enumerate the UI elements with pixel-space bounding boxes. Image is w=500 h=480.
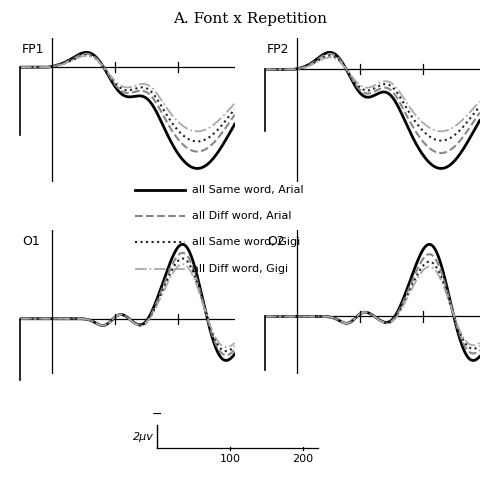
- Text: 200: 200: [292, 454, 314, 464]
- Text: FP2: FP2: [267, 43, 289, 56]
- Text: 100: 100: [220, 454, 240, 464]
- Text: FP1: FP1: [22, 43, 44, 56]
- Text: O2: O2: [267, 235, 285, 248]
- Text: 2μv: 2μv: [134, 432, 154, 442]
- Text: A. Font x Repetition: A. Font x Repetition: [173, 12, 327, 26]
- Text: −: −: [152, 408, 162, 420]
- Text: all Diff word, Arial: all Diff word, Arial: [192, 211, 292, 221]
- Text: all Same word, Gigi: all Same word, Gigi: [192, 238, 301, 247]
- Text: all Same word, Arial: all Same word, Arial: [192, 185, 304, 194]
- Text: O1: O1: [22, 235, 40, 248]
- Text: all Diff word, Gigi: all Diff word, Gigi: [192, 264, 288, 274]
